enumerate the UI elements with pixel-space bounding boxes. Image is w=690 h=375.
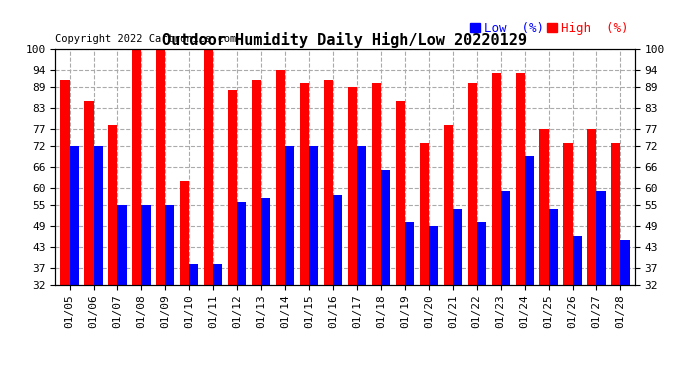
Bar [540, 129, 549, 285]
Bar [324, 80, 333, 285]
Bar [117, 205, 126, 285]
Bar [180, 181, 189, 285]
Bar [357, 146, 366, 285]
Bar [228, 90, 237, 285]
Bar [276, 70, 285, 285]
Bar [108, 125, 117, 285]
Bar [381, 170, 390, 285]
Bar [300, 84, 309, 285]
Bar [156, 49, 166, 285]
Bar [396, 101, 405, 285]
Bar [515, 73, 524, 285]
Bar [564, 142, 573, 285]
Bar [252, 80, 262, 285]
Bar [61, 80, 70, 285]
Bar [94, 146, 103, 285]
Bar [262, 198, 270, 285]
Title: Outdoor Humidity Daily High/Low 20220129: Outdoor Humidity Daily High/Low 20220129 [163, 32, 527, 48]
Bar [477, 222, 486, 285]
Bar [491, 73, 501, 285]
Bar [70, 146, 79, 285]
Bar [84, 101, 94, 285]
Bar [611, 142, 620, 285]
Bar [453, 209, 462, 285]
Bar [237, 202, 246, 285]
Bar [524, 156, 534, 285]
Bar [420, 142, 428, 285]
Bar [444, 125, 453, 285]
Bar [348, 87, 357, 285]
Legend: Low  (%), High  (%): Low (%), High (%) [470, 22, 629, 35]
Bar [573, 236, 582, 285]
Bar [285, 146, 294, 285]
Bar [620, 240, 629, 285]
Bar [372, 84, 381, 285]
Bar [405, 222, 414, 285]
Bar [596, 191, 606, 285]
Bar [428, 226, 438, 285]
Bar [132, 49, 141, 285]
Text: Copyright 2022 Cartronics.com: Copyright 2022 Cartronics.com [55, 34, 237, 44]
Bar [587, 129, 596, 285]
Bar [501, 191, 510, 285]
Bar [213, 264, 222, 285]
Bar [166, 205, 175, 285]
Bar [549, 209, 558, 285]
Bar [468, 84, 477, 285]
Bar [189, 264, 199, 285]
Bar [333, 195, 342, 285]
Bar [204, 49, 213, 285]
Bar [141, 205, 150, 285]
Bar [309, 146, 318, 285]
